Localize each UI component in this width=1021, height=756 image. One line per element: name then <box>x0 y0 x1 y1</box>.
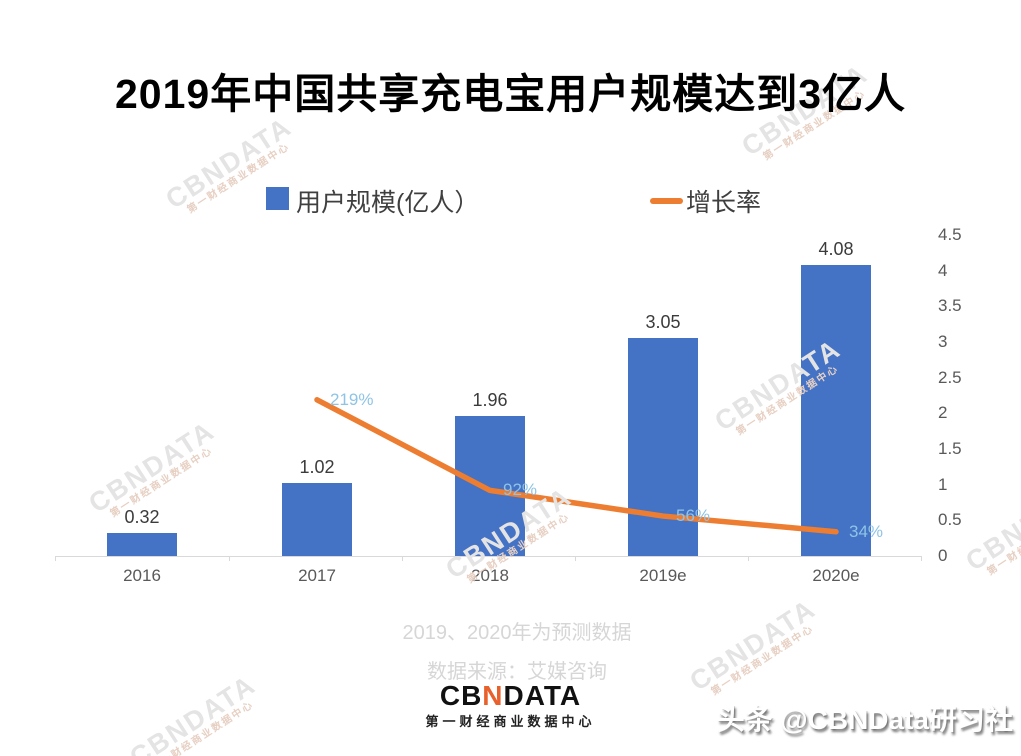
x-axis-label-2018: 2018 <box>471 566 509 585</box>
y-axis-label-1: 1 <box>938 474 948 494</box>
chart-title: 2019年中国共享充电宝用户规模达到3亿人 <box>114 71 906 117</box>
growth-label-2020e: 34% <box>849 521 884 541</box>
y-axis-label-3.5: 3.5 <box>938 296 962 316</box>
logo-part1: CB <box>439 680 483 711</box>
x-axis-tick <box>55 556 57 561</box>
bar-value-label: 1.96 <box>472 390 508 411</box>
x-axis-tick <box>748 556 750 561</box>
y-axis-label-4.5: 4.5 <box>938 225 962 244</box>
bar-2016 <box>107 533 177 556</box>
x-axis-tick <box>921 556 923 561</box>
forecast-note: 2019、2020年为预测数据 <box>402 622 632 644</box>
bar-value-label: 1.02 <box>299 457 335 478</box>
bar-2017 <box>282 483 352 556</box>
growth-label-2018: 92% <box>503 480 538 500</box>
y-axis-label-4: 4 <box>938 260 948 280</box>
bar-value-label: 0.32 <box>124 507 160 528</box>
bar-value-label: 4.08 <box>818 238 854 259</box>
bar-value-label: 3.05 <box>645 312 681 333</box>
bar-2018 <box>455 416 525 556</box>
growth-line-path <box>314 397 839 535</box>
x-axis-label-2016: 2016 <box>123 566 161 585</box>
growth-label-2017: 219% <box>330 389 374 409</box>
x-axis-label-2020e: 2020e <box>812 566 860 585</box>
legend-line-swatch <box>650 198 683 204</box>
legend-line-label: 增长率 <box>686 189 762 217</box>
credit-badge: 头条 @CBNData研习社 <box>716 704 1013 735</box>
logo-subtitle: 第一财经商业数据中心 <box>425 714 596 729</box>
y-axis-label-0.5: 0.5 <box>938 510 962 530</box>
x-axis-tick <box>228 556 230 561</box>
source-note: 数据来源：艾媒咨询 <box>427 661 607 683</box>
bar-2020e <box>801 264 871 556</box>
x-axis-tick <box>401 556 403 561</box>
y-axis-label-3: 3 <box>938 332 948 351</box>
logo-accent-n: N <box>482 680 504 711</box>
legend-bar-label: 用户规模(亿人） <box>296 189 480 217</box>
legend-bar-swatch <box>266 187 289 210</box>
x-axis-label-2019e: 2019e <box>639 566 687 585</box>
cbndata-logo: CBNDATA <box>0 682 1021 710</box>
x-axis-tick <box>575 556 576 561</box>
x-axis-label-2017: 2017 <box>298 566 336 585</box>
y-axis-label-2.5: 2.5 <box>938 367 962 387</box>
logo-part2: DATA <box>503 680 582 711</box>
growth-label-2019e: 56% <box>676 506 711 526</box>
y-axis-label-1.5: 1.5 <box>938 439 962 458</box>
x-axis-line <box>55 556 921 557</box>
y-axis-label-2: 2 <box>938 403 948 423</box>
y-axis-label-0: 0 <box>938 546 948 565</box>
